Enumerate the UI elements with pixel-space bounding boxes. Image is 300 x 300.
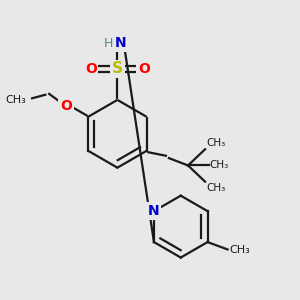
Text: CH₃: CH₃ xyxy=(229,245,250,255)
Text: S: S xyxy=(112,61,123,76)
Text: O: O xyxy=(138,62,150,76)
Text: H: H xyxy=(103,37,113,50)
Text: CH₃: CH₃ xyxy=(5,95,26,105)
Text: N: N xyxy=(148,204,160,218)
Text: N: N xyxy=(115,36,127,50)
Text: O: O xyxy=(60,99,72,113)
Text: CH₃: CH₃ xyxy=(206,183,226,193)
Text: CH₃: CH₃ xyxy=(210,160,229,170)
Text: CH₃: CH₃ xyxy=(206,138,226,148)
Text: O: O xyxy=(85,62,97,76)
